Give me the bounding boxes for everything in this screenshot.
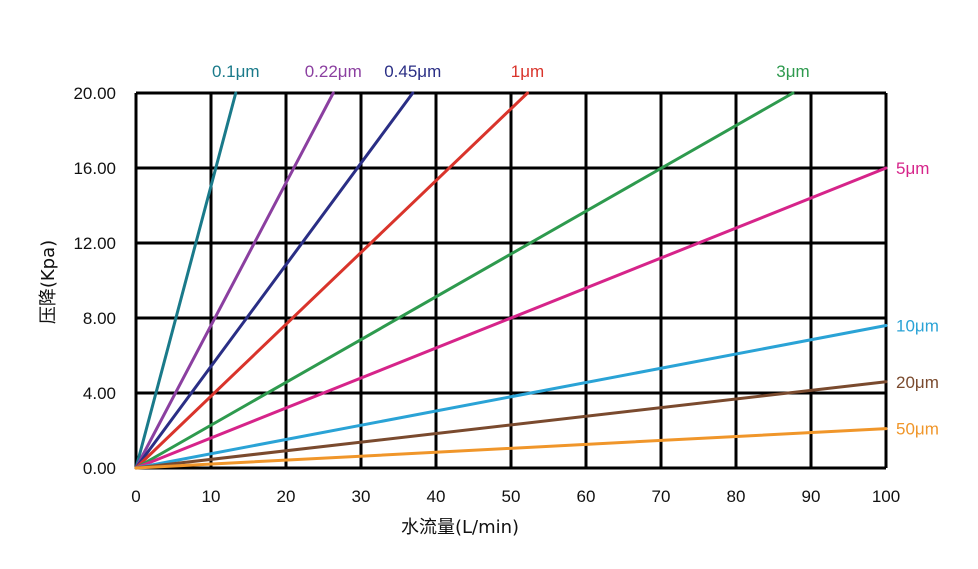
series-label: 10μm bbox=[896, 317, 939, 336]
series-line bbox=[134, 91, 238, 470]
x-axis-title: 水流量(L/min) bbox=[401, 517, 519, 538]
x-tick-label: 40 bbox=[427, 487, 446, 506]
x-tick-label: 10 bbox=[202, 487, 221, 506]
series-line bbox=[134, 91, 415, 470]
y-tick-label: 0.00 bbox=[83, 459, 116, 478]
series-label: 50μm bbox=[896, 420, 939, 439]
series-label: 0.1μm bbox=[212, 62, 260, 81]
series-line bbox=[134, 91, 335, 470]
grid bbox=[134, 91, 888, 470]
series-line bbox=[134, 166, 888, 470]
y-tick-label: 16.00 bbox=[73, 159, 116, 178]
series-label: 0.22μm bbox=[305, 62, 362, 81]
series-lines bbox=[134, 91, 888, 470]
series-labels: 0.1μm 0.22μm 0.45μm 1μm 3μm 5μm 10μm 20μm 50μm bbox=[212, 62, 939, 439]
series-label: 0.45μm bbox=[384, 62, 441, 81]
x-tick-label: 70 bbox=[652, 487, 671, 506]
y-tick-label: 4.00 bbox=[83, 384, 116, 403]
x-tick-label: 20 bbox=[277, 487, 296, 506]
x-tick-label: 100 bbox=[872, 487, 900, 506]
tick-labels: 0 10 20 30 40 50 60 70 80 90 100 0.00 4.00 8.00 12.00 1… bbox=[73, 84, 900, 506]
series-line bbox=[134, 380, 888, 470]
x-tick-label: 0 bbox=[131, 487, 140, 506]
x-tick-label: 90 bbox=[802, 487, 821, 506]
x-tick-label: 50 bbox=[502, 487, 521, 506]
y-axis-title: 压降(Kpa) bbox=[38, 240, 59, 324]
series-label: 20μm bbox=[896, 373, 939, 392]
series-label: 3μm bbox=[776, 62, 809, 81]
series-line bbox=[134, 91, 529, 470]
series-line bbox=[134, 324, 888, 470]
x-tick-label: 60 bbox=[577, 487, 596, 506]
x-tick-label: 80 bbox=[727, 487, 746, 506]
y-tick-label: 20.00 bbox=[73, 84, 116, 103]
y-tick-label: 12.00 bbox=[73, 234, 116, 253]
y-tick-label: 8.00 bbox=[83, 309, 116, 328]
series-label: 1μm bbox=[511, 62, 544, 81]
x-tick-label: 30 bbox=[352, 487, 371, 506]
series-line bbox=[134, 91, 795, 470]
series-line bbox=[134, 427, 888, 470]
series-label: 5μm bbox=[896, 159, 929, 178]
